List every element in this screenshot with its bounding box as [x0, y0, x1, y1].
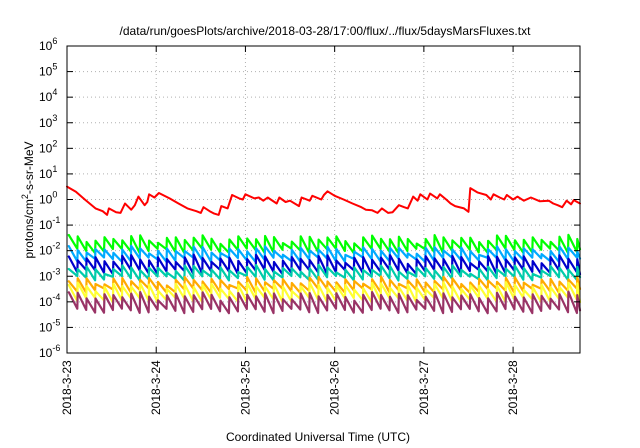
series-line — [67, 275, 582, 294]
y-tick-label: 10-5 — [39, 317, 60, 334]
y-tick-label: 10-6 — [39, 343, 60, 360]
y-tick-label: 101 — [39, 164, 57, 181]
x-tick-label: 2018-3-24 — [149, 360, 163, 415]
grid — [67, 46, 580, 353]
x-tick-label: 2018-3-25 — [238, 360, 252, 415]
axes: 10-6 10-5 10-4 10-3 10-2 10-1 100 101 102 103 104 1… — [39, 36, 580, 415]
y-tick-label: 103 — [39, 113, 57, 130]
y-tick-label: 104 — [39, 87, 57, 104]
y-tick-label: 10-4 — [39, 292, 60, 309]
x-tick-label: 2018-3-27 — [417, 360, 431, 415]
y-tick-label: 102 — [39, 138, 57, 155]
series-line — [67, 244, 582, 264]
data-series — [66, 185, 582, 315]
y-axis-label: protons/cm2-s-sr-MeV — [20, 141, 36, 258]
y-tick-label: 10-1 — [39, 215, 60, 232]
x-tick-label: 2018-3-23 — [60, 360, 74, 415]
chart-title: /data/run/goesPlots/archive/2018-03-28/1… — [120, 24, 532, 38]
y-tick-label: 10-3 — [39, 266, 60, 283]
y-tick-label: 10-2 — [39, 241, 60, 258]
plot-frame — [66, 45, 581, 354]
series-line — [67, 263, 582, 282]
y-tick-label: 106 — [39, 36, 57, 53]
series-line — [67, 290, 582, 315]
series-line — [67, 233, 582, 255]
y-tick-label: 100 — [39, 190, 57, 207]
y-tick-label: 105 — [39, 62, 57, 79]
x-axis-label: Coordinated Universal Time (UTC) — [226, 430, 410, 444]
series-line — [66, 185, 581, 216]
x-tick-label: 2018-3-26 — [328, 360, 342, 415]
x-tick-label: 2018-3-28 — [506, 360, 520, 415]
